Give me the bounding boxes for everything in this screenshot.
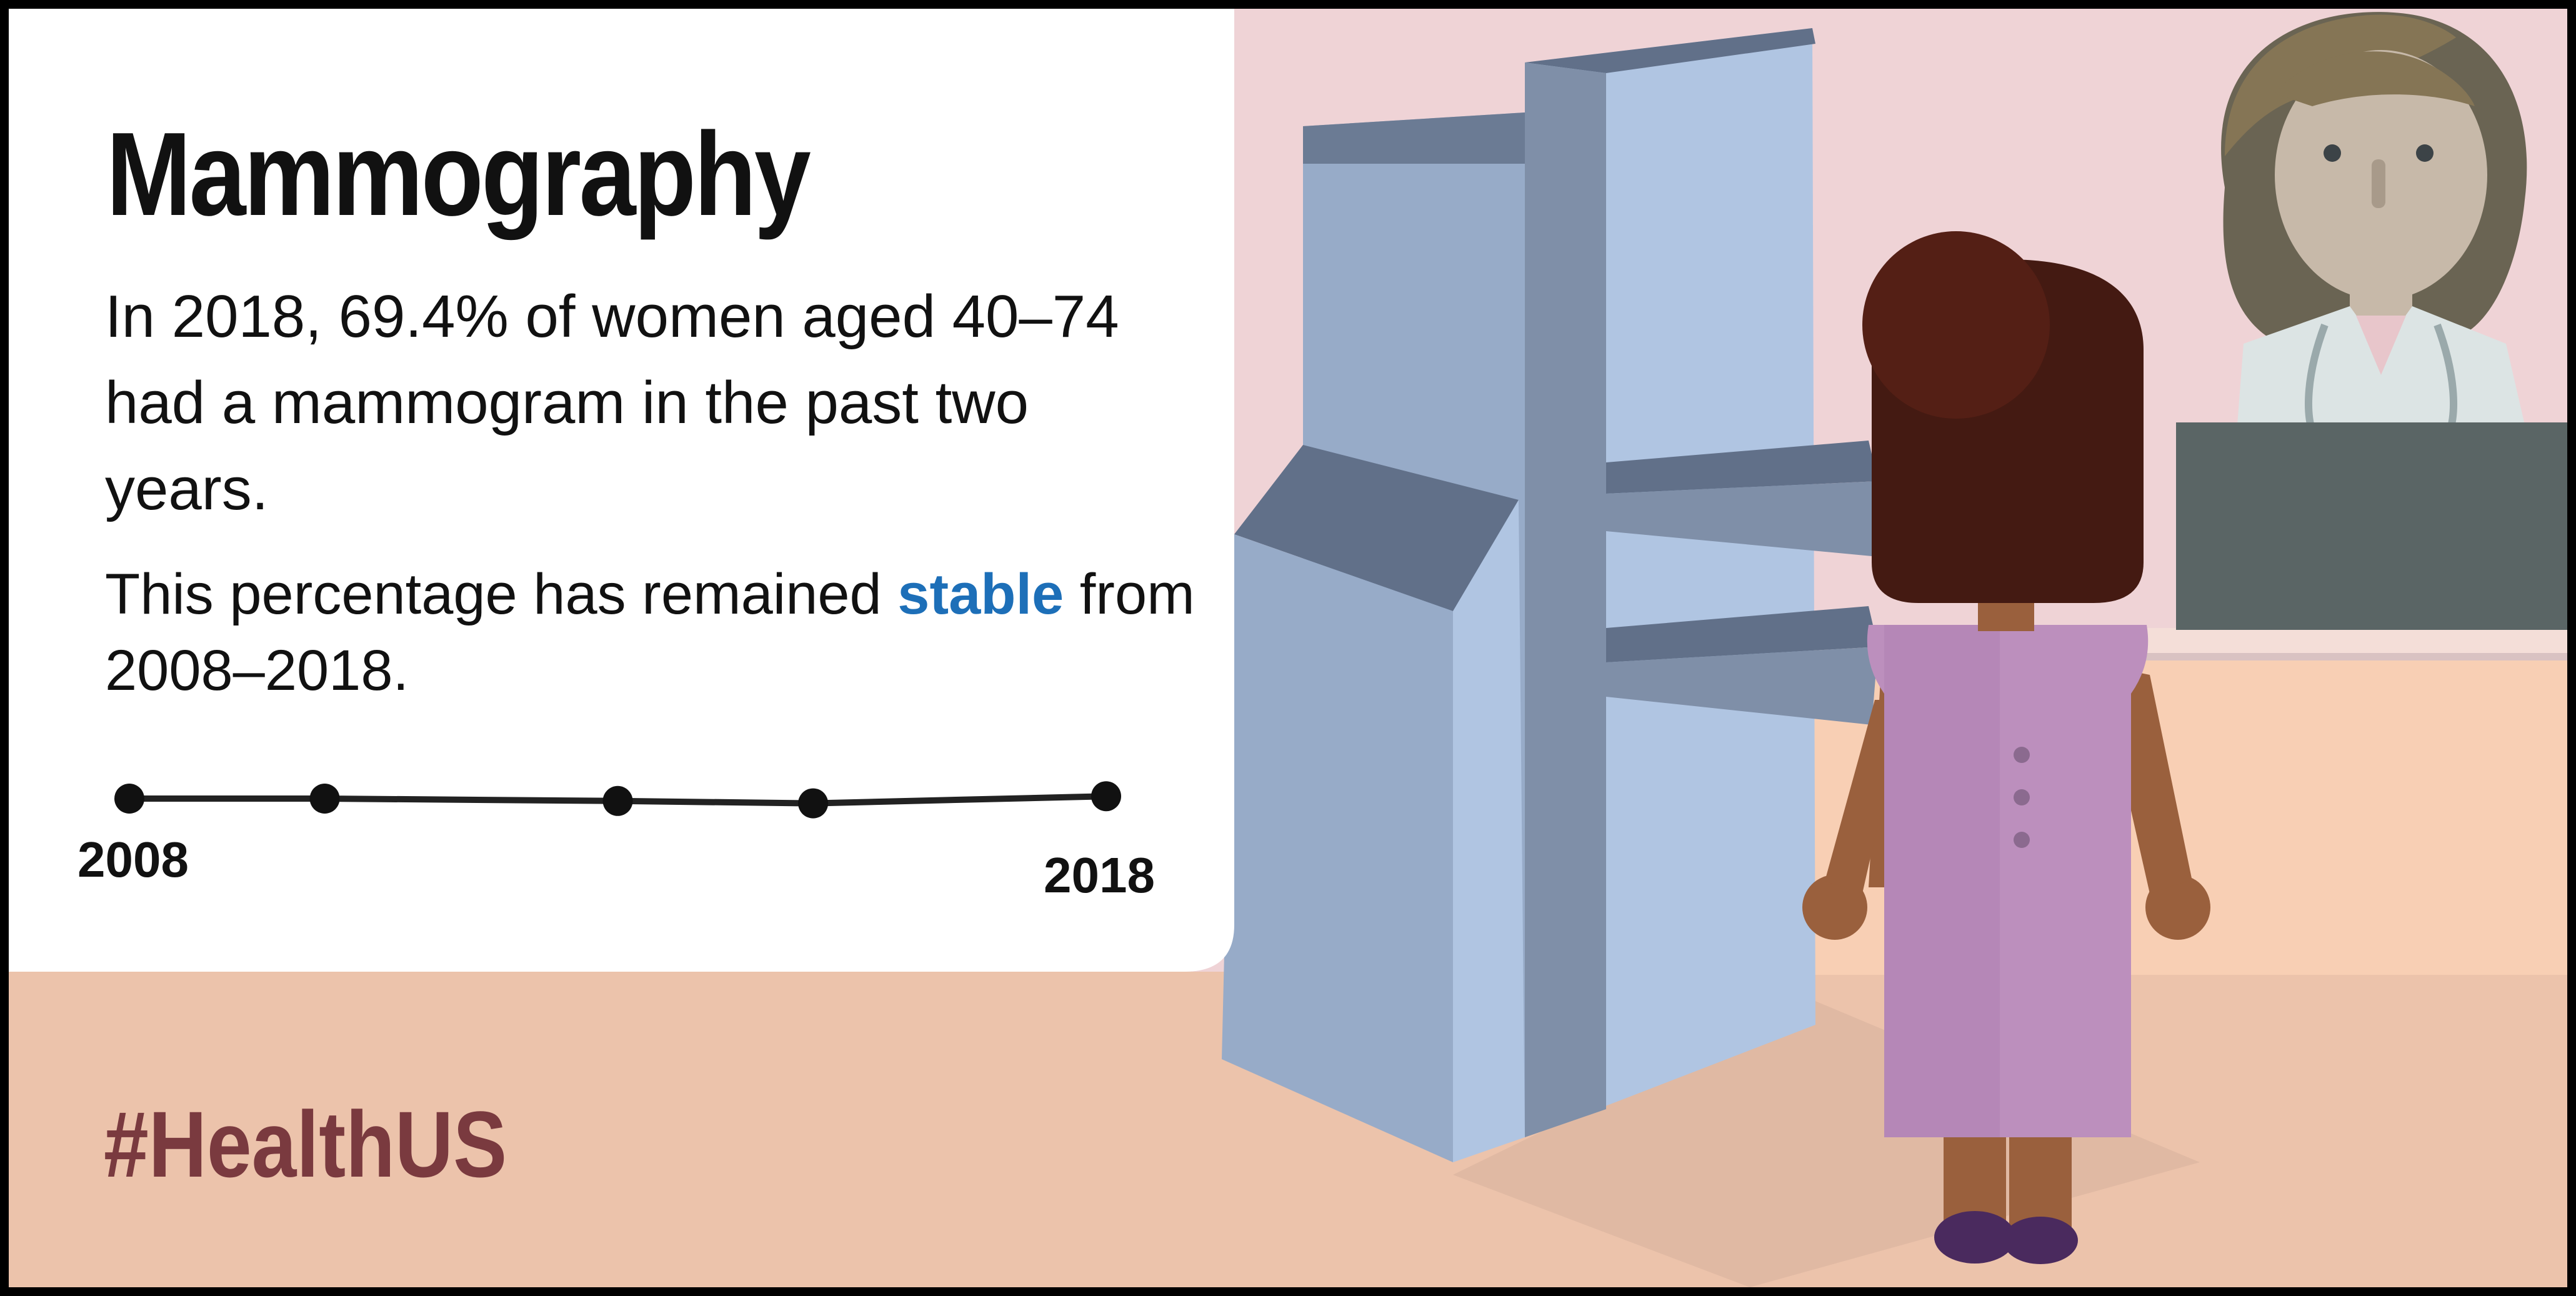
statistic-text: In 2018, 69.4% of women aged 40–74 had a… — [105, 283, 1119, 522]
trend-text: This percentage has remained stable from… — [105, 556, 1199, 709]
x-tick-start: 2008 — [77, 832, 189, 887]
trend-text-after: from 2008–2018. — [105, 562, 1195, 702]
info-card — [9, 9, 1234, 972]
x-tick-end: 2018 — [1044, 847, 1155, 903]
sparkline-point-2013 — [602, 785, 633, 816]
computer-monitor — [2176, 422, 2567, 630]
hashtag: #HealthUS — [104, 1092, 507, 1197]
sparkline-point-2015 — [798, 788, 829, 819]
sparkline-point-2008 — [114, 784, 144, 814]
page-title: Mammography — [106, 108, 811, 241]
nurse-figure — [2221, 12, 2527, 432]
trend-sparkline — [114, 781, 1121, 819]
patient-figure — [1802, 231, 2210, 1264]
sparkline-point-2010 — [309, 784, 340, 814]
sparkline-point-2018 — [1091, 781, 1121, 812]
mammography-machine — [1222, 28, 2200, 1287]
trend-text-before: This percentage has remained — [105, 562, 898, 626]
trend-highlight: stable — [897, 562, 1064, 626]
